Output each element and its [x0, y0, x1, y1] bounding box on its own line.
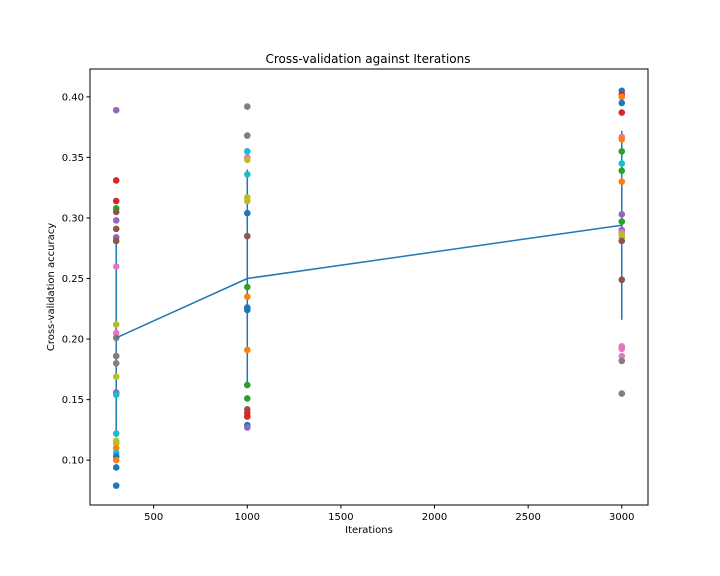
data-point — [112, 334, 120, 342]
x-tick-label: 2500 — [515, 512, 540, 523]
error-bars — [115, 130, 623, 438]
data-point — [243, 132, 251, 139]
mean-accuracy-line — [115, 224, 622, 339]
data-point — [618, 276, 626, 284]
data-point — [112, 391, 120, 399]
data-point — [112, 225, 120, 233]
data-point — [112, 464, 120, 471]
y-tick-label: 0.15 — [62, 395, 84, 406]
data-point — [112, 373, 120, 380]
data-point — [243, 156, 251, 164]
mean-line-group — [115, 224, 622, 339]
data-point — [112, 177, 120, 184]
data-point — [243, 424, 251, 431]
data-point — [243, 413, 251, 420]
data-point — [618, 390, 626, 397]
y-tick-label: 0.20 — [62, 335, 84, 346]
data-point — [112, 106, 120, 114]
data-point — [243, 346, 251, 354]
data-point — [618, 345, 626, 353]
data-point — [243, 381, 251, 389]
data-point — [243, 197, 251, 205]
data-point — [243, 148, 251, 155]
data-point — [112, 321, 120, 328]
data-point — [243, 283, 251, 291]
data-point — [112, 217, 120, 224]
data-point — [243, 103, 251, 110]
data-point — [618, 135, 626, 143]
data-point — [112, 352, 120, 360]
data-point — [112, 329, 120, 337]
data-point — [618, 218, 626, 225]
data-point — [618, 99, 626, 107]
x-tick-label: 3000 — [609, 512, 634, 523]
data-point — [618, 237, 626, 245]
data-point — [112, 430, 120, 437]
chart-title: Cross-validation against Iterations — [266, 52, 471, 66]
data-point — [618, 357, 626, 365]
x-tick-label: 2000 — [422, 512, 447, 523]
x-tick-label: 500 — [144, 512, 163, 523]
plot-frame — [89, 68, 649, 506]
data-point — [618, 109, 626, 116]
data-point — [243, 306, 251, 314]
y-tick-label: 0.25 — [62, 274, 84, 285]
data-point — [112, 263, 120, 270]
data-point — [112, 208, 120, 216]
x-axis-label: Iterations — [345, 525, 393, 536]
data-point — [618, 211, 626, 218]
y-tick-label: 0.40 — [62, 92, 84, 103]
y-axis-label: Cross-validation accuracy — [46, 223, 57, 351]
x-tick-label: 1000 — [235, 512, 260, 523]
y-tick-label: 0.30 — [62, 213, 84, 224]
data-point — [618, 167, 626, 175]
data-point — [112, 439, 120, 447]
data-point — [243, 209, 251, 217]
data-point — [618, 148, 626, 155]
x-axis-ticks: 500 1000 1500 2000 2500 3000 — [144, 505, 635, 523]
y-tick-label: 0.10 — [62, 456, 84, 467]
data-point — [112, 360, 120, 367]
data-point — [112, 444, 120, 452]
data-point — [112, 237, 120, 245]
data-point — [243, 293, 251, 300]
data-point — [618, 178, 626, 185]
data-point — [243, 171, 251, 178]
data-point — [112, 482, 120, 489]
scatter-points — [112, 87, 626, 489]
data-point — [243, 395, 251, 402]
data-point — [618, 160, 626, 167]
data-point — [112, 456, 120, 464]
data-point — [243, 232, 251, 240]
data-point — [112, 197, 120, 205]
y-axis-ticks: 0.10 0.15 0.20 0.25 0.30 0.35 0.40 — [62, 92, 90, 467]
y-tick-label: 0.35 — [62, 153, 84, 164]
data-point — [618, 352, 626, 360]
data-point — [618, 93, 626, 101]
x-tick-label: 1500 — [328, 512, 353, 523]
